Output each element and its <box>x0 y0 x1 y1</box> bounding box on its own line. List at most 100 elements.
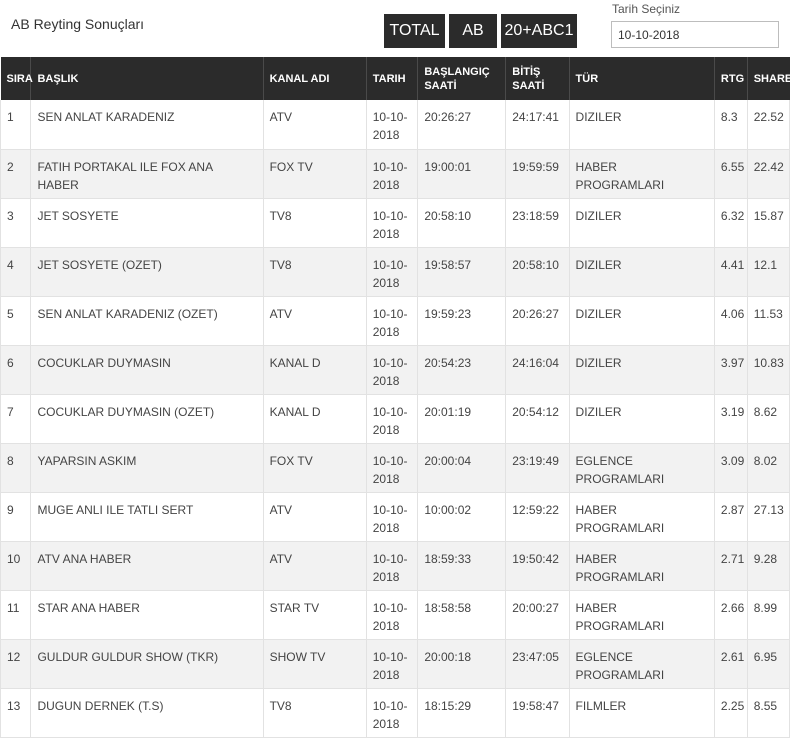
cell-sira: 13 <box>0 688 32 738</box>
cell-kanal: STAR TV <box>263 590 367 640</box>
cell-baslik: JET SOSYETE (OZET) <box>30 247 264 297</box>
cell-tur: EGLENCE PROGRAMLARI <box>569 443 715 493</box>
cell-rtg: 6.32 <box>714 198 748 248</box>
table-row: 11 STAR ANA HABER STAR TV 10-10-2018 18:58:5… <box>0 590 791 640</box>
cell-rtg: 2.25 <box>714 688 748 738</box>
cell-share: 9.28 <box>747 541 791 591</box>
cell-share: 8.55 <box>747 688 791 738</box>
cell-rtg: 2.71 <box>714 541 748 591</box>
cell-baslangic: 19:59:23 <box>417 296 507 346</box>
cell-tarih: 10-10-2018 <box>366 541 419 591</box>
cell-kanal: ATV <box>263 541 367 591</box>
header-baslik[interactable]: BAŞLIK <box>30 57 264 100</box>
cell-sira: 10 <box>0 541 32 591</box>
header-sira[interactable]: SIRA <box>0 57 33 100</box>
cell-kanal: FOX TV <box>263 443 367 493</box>
cell-sira: 6 <box>0 345 32 395</box>
cell-baslangic: 18:58:58 <box>417 590 507 640</box>
cell-share: 22.42 <box>747 149 791 199</box>
cell-share: 12.1 <box>747 247 791 297</box>
cell-sira: 5 <box>0 296 32 346</box>
page-title: AB Reyting Sonuçları <box>11 16 145 32</box>
cell-tarih: 10-10-2018 <box>366 394 419 444</box>
total-filter-button[interactable]: TOTAL <box>384 14 445 48</box>
cell-baslangic: 20:54:23 <box>417 345 507 395</box>
cell-baslangic: 10:00:02 <box>417 492 507 542</box>
cell-tarih: 10-10-2018 <box>366 443 419 493</box>
cell-tur: EGLENCE PROGRAMLARI <box>569 639 715 689</box>
cell-tarih: 10-10-2018 <box>366 590 419 640</box>
header-baslangic[interactable]: BAŞLANGIÇ SAATİ <box>417 57 507 100</box>
cell-baslik: GULDUR GULDUR SHOW (TKR) <box>30 639 264 689</box>
date-picker-input[interactable] <box>611 21 779 48</box>
cell-baslangic: 20:26:27 <box>417 100 507 150</box>
cell-sira: 9 <box>0 492 32 542</box>
cell-bitis: 24:16:04 <box>505 345 570 395</box>
cell-sira: 2 <box>0 149 32 199</box>
cell-tarih: 10-10-2018 <box>366 198 419 248</box>
abc1-filter-button[interactable]: 20+ABC1 <box>501 14 577 48</box>
cell-tarih: 10-10-2018 <box>366 639 419 689</box>
ab-filter-button[interactable]: AB <box>449 14 497 48</box>
cell-bitis: 20:00:27 <box>505 590 570 640</box>
header-kanal[interactable]: KANAL ADI <box>263 57 367 100</box>
cell-tur: DIZILER <box>569 345 715 395</box>
table-row: 8 YAPARSIN ASKIM FOX TV 10-10-2018 20:00:04 2… <box>0 443 791 493</box>
cell-kanal: ATV <box>263 100 367 150</box>
cell-rtg: 3.97 <box>714 345 748 395</box>
cell-share: 8.99 <box>747 590 791 640</box>
cell-baslangic: 19:00:01 <box>417 149 507 199</box>
cell-tur: FILMLER <box>569 688 715 738</box>
cell-baslangic: 18:59:33 <box>417 541 507 591</box>
rating-table: SIRA BAŞLIK KANAL ADI TARIH BAŞLANGIÇ SA… <box>0 57 792 738</box>
cell-baslik: COCUKLAR DUYMASIN (OZET) <box>30 394 264 444</box>
cell-share: 27.13 <box>747 492 791 542</box>
cell-rtg: 4.06 <box>714 296 748 346</box>
cell-tur: DIZILER <box>569 394 715 444</box>
cell-bitis: 19:59:59 <box>505 149 570 199</box>
table-row: 13 DUGUN DERNEK (T.S) TV8 10-10-2018 18:15:2… <box>0 688 791 738</box>
table-row: 6 COCUKLAR DUYMASIN KANAL D 10-10-2018 20:54… <box>0 345 791 395</box>
header-tur[interactable]: TÜR <box>569 57 715 100</box>
table-row: 5 SEN ANLAT KARADENIZ (OZET) ATV 10-10-2018… <box>0 296 791 346</box>
cell-baslangic: 20:01:19 <box>417 394 507 444</box>
cell-sira: 1 <box>0 100 32 150</box>
cell-tarih: 10-10-2018 <box>366 247 419 297</box>
cell-kanal: TV8 <box>263 688 367 738</box>
cell-tur: HABER PROGRAMLARI <box>569 590 715 640</box>
cell-kanal: TV8 <box>263 198 367 248</box>
table-row: 7 COCUKLAR DUYMASIN (OZET) KANAL D 10-10-20… <box>0 394 791 444</box>
cell-baslik: COCUKLAR DUYMASIN <box>30 345 264 395</box>
cell-sira: 11 <box>0 590 32 640</box>
cell-rtg: 3.09 <box>714 443 748 493</box>
cell-kanal: TV8 <box>263 247 367 297</box>
cell-bitis: 19:58:47 <box>505 688 570 738</box>
cell-kanal: ATV <box>263 492 367 542</box>
cell-share: 22.52 <box>747 100 791 150</box>
cell-sira: 8 <box>0 443 32 493</box>
cell-tarih: 10-10-2018 <box>366 345 419 395</box>
table-header-row: SIRA BAŞLIK KANAL ADI TARIH BAŞLANGIÇ SA… <box>0 57 792 100</box>
cell-baslangic: 20:00:04 <box>417 443 507 493</box>
cell-kanal: SHOW TV <box>263 639 367 689</box>
cell-share: 15.87 <box>747 198 791 248</box>
cell-tur: DIZILER <box>569 296 715 346</box>
header-share[interactable]: SHARE <box>747 57 792 100</box>
cell-rtg: 8.3 <box>714 100 748 150</box>
cell-baslik: STAR ANA HABER <box>30 590 264 640</box>
cell-baslik: JET SOSYETE <box>30 198 264 248</box>
header-rtg[interactable]: RTG <box>714 57 748 100</box>
header-bitis[interactable]: BİTİŞ SAATİ <box>505 57 570 100</box>
header-tarih[interactable]: TARIH <box>366 57 419 100</box>
cell-tarih: 10-10-2018 <box>366 296 419 346</box>
cell-baslangic: 19:58:57 <box>417 247 507 297</box>
cell-bitis: 12:59:22 <box>505 492 570 542</box>
cell-tur: HABER PROGRAMLARI <box>569 149 715 199</box>
table-row: 3 JET SOSYETE TV8 10-10-2018 20:58:10 23:18:5… <box>0 198 791 248</box>
table-row: 9 MUGE ANLI ILE TATLI SERT ATV 10-10-2018 10… <box>0 492 791 542</box>
cell-rtg: 3.19 <box>714 394 748 444</box>
cell-bitis: 24:17:41 <box>505 100 570 150</box>
cell-tur: HABER PROGRAMLARI <box>569 541 715 591</box>
cell-baslangic: 20:58:10 <box>417 198 507 248</box>
cell-rtg: 6.55 <box>714 149 748 199</box>
